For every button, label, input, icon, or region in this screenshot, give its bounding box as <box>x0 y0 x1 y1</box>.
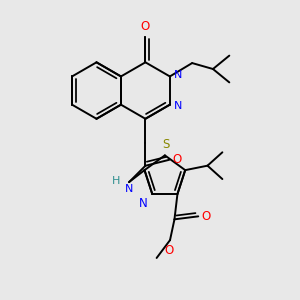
Text: S: S <box>162 138 169 151</box>
Text: O: O <box>173 153 182 166</box>
Text: N: N <box>139 197 148 210</box>
Text: N: N <box>174 70 183 80</box>
Text: N: N <box>125 184 133 194</box>
Text: O: O <box>164 244 173 257</box>
Text: N: N <box>174 101 183 111</box>
Text: O: O <box>141 20 150 34</box>
Text: O: O <box>202 210 211 223</box>
Text: H: H <box>112 176 120 186</box>
